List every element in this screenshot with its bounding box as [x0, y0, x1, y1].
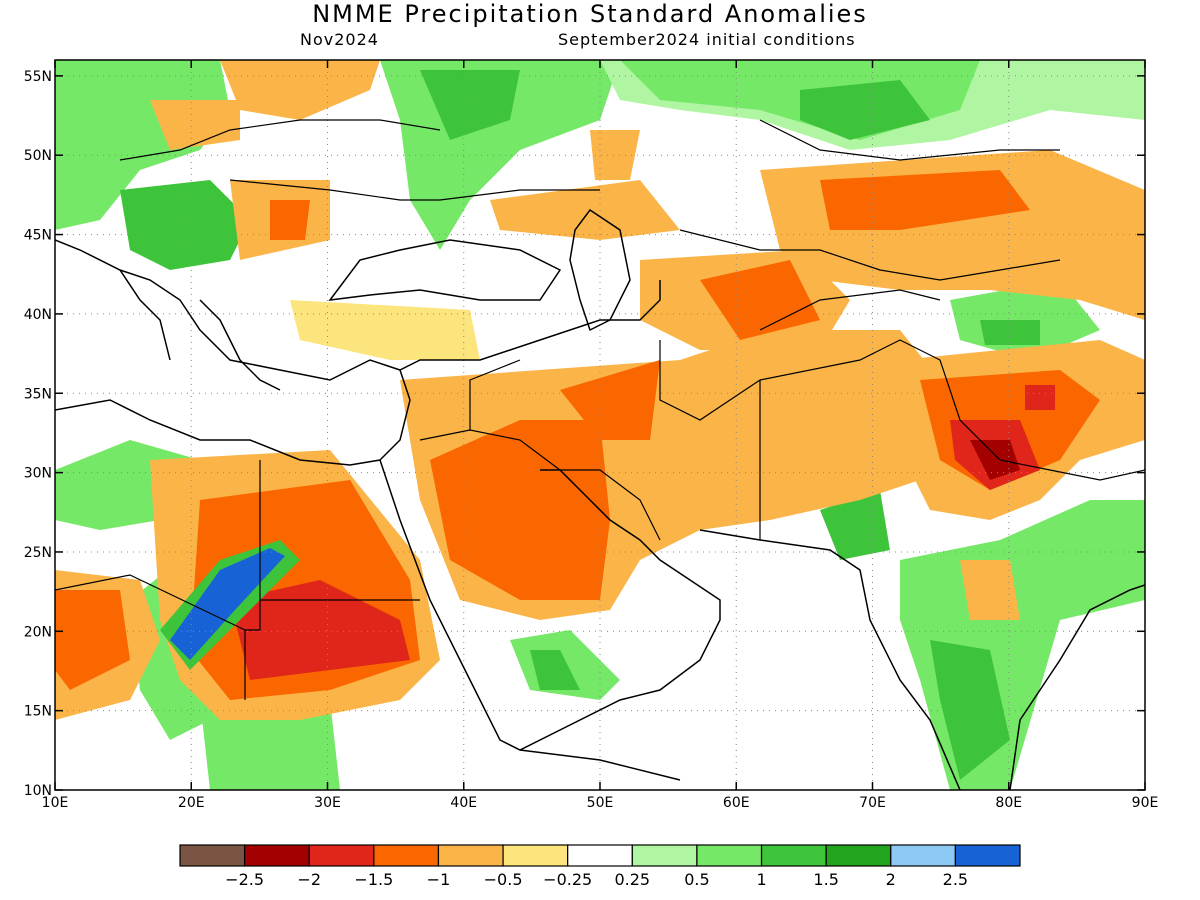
colorbar-swatch [954, 844, 1021, 867]
colorbar-label: −2.5 [225, 870, 264, 889]
colorbar-swatch [308, 844, 375, 867]
y-tick-label: 45N [24, 228, 52, 244]
y-tick-label: 25N [24, 545, 52, 561]
colorbar-swatch [373, 844, 440, 867]
x-tick-label: 90E [1132, 795, 1159, 811]
colorbar-swatch [825, 844, 892, 867]
page-title: NMME Precipitation Standard Anomalies [312, 0, 868, 28]
x-tick-label: 60E [723, 795, 750, 811]
colorbar-swatch [567, 844, 633, 867]
x-tick-label: 20E [178, 795, 205, 811]
colorbar-label: 0.25 [614, 870, 650, 889]
colorbar-label: −2 [297, 870, 321, 889]
colorbar-label: 0.5 [684, 870, 709, 889]
x-tick-label: 10E [42, 795, 69, 811]
colorbar: −2.5 −2 −1.5 −1 −0.5 −0.25 0.25 0.5 1 1.5 2 2.5 [179, 844, 1021, 889]
x-tick-label: 80E [995, 795, 1022, 811]
colorbar-label: −1.5 [354, 870, 393, 889]
colorbar-swatch [437, 844, 504, 867]
y-tick-label: 40N [24, 307, 52, 323]
x-tick-label: 40E [450, 795, 477, 811]
colorbar-label: 1 [756, 870, 766, 889]
colorbar-swatch [890, 844, 956, 867]
colorbar-swatch [244, 844, 310, 867]
colorbar-label: 1.5 [813, 870, 838, 889]
y-axis: 10N 15N 20N 25N 30N 35N 40N 45N 50N 55N [24, 69, 1145, 799]
colorbar-label: −1 [427, 870, 451, 889]
y-tick-label: 15N [24, 704, 52, 720]
y-tick-label: 55N [24, 69, 52, 85]
y-tick-label: 50N [24, 148, 52, 164]
colorbar-label: −0.25 [543, 870, 592, 889]
y-tick-label: 20N [24, 624, 52, 640]
colorbar-swatch [760, 844, 827, 867]
x-tick-label: 50E [587, 795, 614, 811]
colorbar-label: 2.5 [943, 870, 968, 889]
initial-conditions-label: September2024 initial conditions [558, 30, 856, 49]
y-tick-label: 10N [24, 783, 52, 799]
target-month-label: Nov2024 [300, 30, 379, 49]
anomaly-shading [55, 60, 1145, 790]
colorbar-swatch [179, 844, 246, 867]
colorbar-swatch [631, 844, 698, 867]
x-axis: 10E 20E 30E 40E 50E 60E 70E 80E 90E [42, 60, 1159, 811]
colorbar-swatch [502, 844, 569, 867]
y-tick-label: 30N [24, 466, 52, 482]
country-borders [55, 119, 1145, 700]
x-tick-label: 70E [859, 795, 886, 811]
coastlines [55, 208, 1145, 790]
colorbar-label: −0.5 [484, 870, 523, 889]
x-tick-label: 30E [314, 795, 341, 811]
colorbar-swatch [696, 844, 763, 867]
y-tick-label: 35N [24, 386, 52, 402]
colorbar-label: 2 [886, 870, 896, 889]
